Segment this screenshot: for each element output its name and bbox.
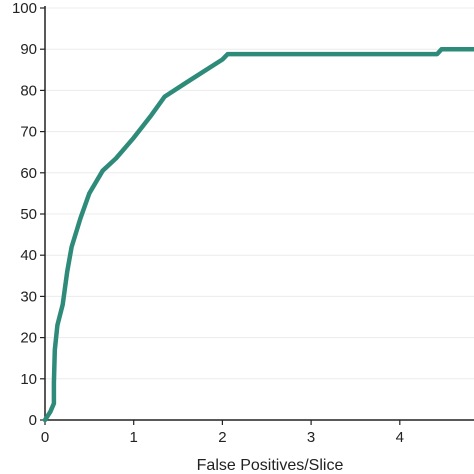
x-tick-label-4: 4 xyxy=(396,429,404,446)
series-line-0 xyxy=(42,46,474,423)
y-tick-label-80: 80 xyxy=(20,82,37,99)
y-tick-label-60: 60 xyxy=(20,165,37,182)
axes xyxy=(44,6,474,421)
grid-lines xyxy=(45,7,474,380)
y-tick-label-20: 20 xyxy=(20,330,37,347)
x-axis-label: False Positives/Slice xyxy=(197,457,344,474)
y-axis-ticks: 0 10 20 30 40 50 60 70 80 90 100 xyxy=(12,0,45,429)
x-tick-label-2: 2 xyxy=(218,429,226,446)
y-tick-label-10: 10 xyxy=(20,371,37,388)
y-tick-label-70: 70 xyxy=(20,124,37,141)
x-tick-label-0: 0 xyxy=(41,429,49,446)
y-tick-label-30: 30 xyxy=(20,288,37,305)
y-tick-label-40: 40 xyxy=(20,247,37,264)
series-group xyxy=(42,46,474,423)
x-tick-label-3: 3 xyxy=(307,429,315,446)
y-tick-label-50: 50 xyxy=(20,206,37,223)
y-tick-label-90: 90 xyxy=(20,41,37,58)
y-tick-label-0: 0 xyxy=(29,412,37,429)
x-tick-label-1: 1 xyxy=(130,429,138,446)
y-tick-label-100: 100 xyxy=(12,0,37,17)
x-axis-ticks: 0 1 2 3 4 xyxy=(41,420,404,446)
